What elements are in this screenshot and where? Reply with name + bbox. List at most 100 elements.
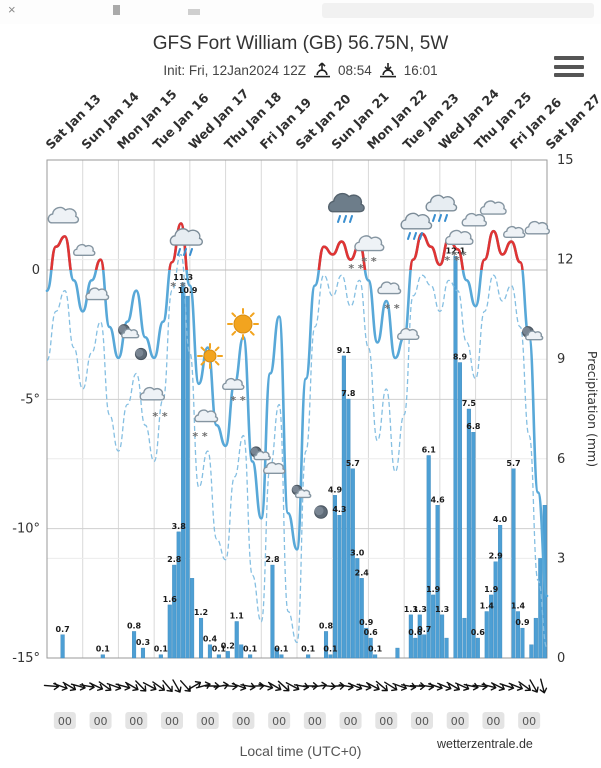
precip-bar [60, 634, 65, 659]
temp-tick-label: -15° [12, 651, 40, 666]
sun-disc [203, 349, 217, 363]
sun-ray [200, 360, 206, 366]
sun-ray [214, 360, 220, 366]
wind-arrow [539, 678, 548, 694]
precip-bar [207, 644, 212, 659]
snowflake-glyphs: * * [451, 249, 467, 262]
cloud-shape [139, 386, 165, 401]
precip-bar [337, 515, 342, 659]
snowflake-glyphs: * * [348, 262, 364, 275]
wind-arrow [437, 682, 452, 691]
time-tick-pill [446, 712, 469, 729]
precip-bar [270, 564, 275, 659]
precip-bar [520, 627, 525, 659]
weather-icon-cloud-rain [425, 194, 458, 222]
moon-shade [314, 506, 324, 516]
meteogram-chart: 0.70.10.80.30.11.62.83.811.310.91.20.40.… [12, 86, 601, 729]
wind-barb [539, 678, 548, 694]
precip-bar [216, 654, 221, 659]
wind-arrow [384, 681, 398, 692]
precip-value-label: 1.4 [511, 602, 526, 611]
sunset-time: 16:01 [403, 63, 438, 78]
precip-bar [408, 614, 413, 659]
precip-value-label: 0.1 [154, 645, 169, 654]
wind-arrow [89, 682, 104, 691]
precip-bar [328, 654, 333, 659]
wind-arrow [375, 680, 388, 692]
precip-bar [475, 637, 480, 659]
wind-barb [115, 683, 131, 691]
wind-arrow [366, 682, 380, 692]
precip-bar [158, 654, 163, 659]
time-tick-pill [161, 712, 183, 729]
precip-value-label: 11.3 [173, 273, 193, 282]
precip-tick-label: 9 [557, 352, 565, 367]
menu-button[interactable] [554, 56, 584, 77]
wind-barb [162, 679, 173, 693]
precip-value-label: 8.9 [453, 353, 468, 362]
precip-bar [234, 621, 239, 659]
precip-bar [440, 614, 445, 659]
plot-border [46, 159, 548, 659]
precip-value-labels: 0.70.10.80.30.11.62.83.811.310.91.20.40.… [56, 246, 530, 653]
time-tick-label: 00 [486, 715, 500, 728]
precip-bar [444, 637, 449, 659]
moon-shade [292, 485, 299, 493]
top-strip-bar [322, 3, 594, 18]
wind-barb [277, 680, 290, 692]
top-strip-icon [188, 9, 200, 15]
weather-icon-cloud-snow: * * [354, 235, 385, 268]
precip-bar [515, 611, 521, 659]
time-tick-pill [339, 712, 362, 729]
credit-link[interactable]: wetterzentrale.de [437, 737, 533, 751]
small-cloud [121, 328, 140, 339]
weather-icon-cloud [397, 327, 420, 341]
precip-tick-label: 12 [557, 253, 574, 268]
rain-drop [337, 215, 341, 223]
weather-icon-snow: * * [444, 254, 460, 267]
weather-icon-cloud [222, 377, 245, 391]
sunrise-icon [313, 62, 331, 79]
precip-axis-title: Precipitation (mm) [585, 351, 600, 467]
precip-value-label: 3.8 [172, 522, 187, 531]
wind-barb [142, 682, 157, 692]
wind-barb [43, 682, 60, 691]
rain-drop [189, 248, 193, 256]
temp-tick-label: 0 [32, 263, 40, 278]
precip-bar [132, 631, 137, 659]
weather-icon-cloud [139, 386, 165, 401]
time-tick-pill [196, 712, 219, 729]
precip-bar [172, 564, 177, 659]
dewpoint-line [46, 253, 548, 649]
wind-barb [89, 682, 104, 691]
wind-barb [187, 680, 202, 691]
wind-arrow [267, 681, 282, 692]
precip-bar [422, 634, 427, 659]
wind-arrow [446, 681, 461, 692]
precip-value-label: 1.4 [480, 602, 495, 611]
snowflake-glyphs: * * [152, 410, 168, 423]
precip-value-label: 0.7 [417, 625, 431, 634]
sun-disc [233, 314, 253, 334]
weather-icon-sun-small [197, 343, 223, 369]
cloud-shape [222, 377, 245, 391]
precip-value-label: 5.7 [346, 459, 360, 468]
sunset-icon [379, 62, 397, 79]
precip-bar [100, 654, 105, 659]
sun-ray [231, 330, 237, 336]
weather-icon-snow: * * [384, 302, 400, 315]
precip-value-label: 10.9 [178, 286, 198, 295]
weather-icon-cloud-snow: * * [445, 229, 474, 262]
precip-value-label: 2.9 [489, 552, 504, 561]
precip-value-label: 1.9 [426, 585, 441, 594]
cloud-shape [327, 192, 365, 213]
wind-arrow [125, 681, 139, 692]
weather-icon-cloud [479, 200, 507, 215]
time-tick-pill [268, 712, 291, 729]
close-icon[interactable]: × [8, 2, 16, 17]
precip-bar [279, 654, 284, 659]
wind-barb [446, 681, 461, 692]
precip-bar [431, 594, 436, 659]
wind-arrow [529, 679, 539, 693]
precip-bar [457, 362, 462, 659]
